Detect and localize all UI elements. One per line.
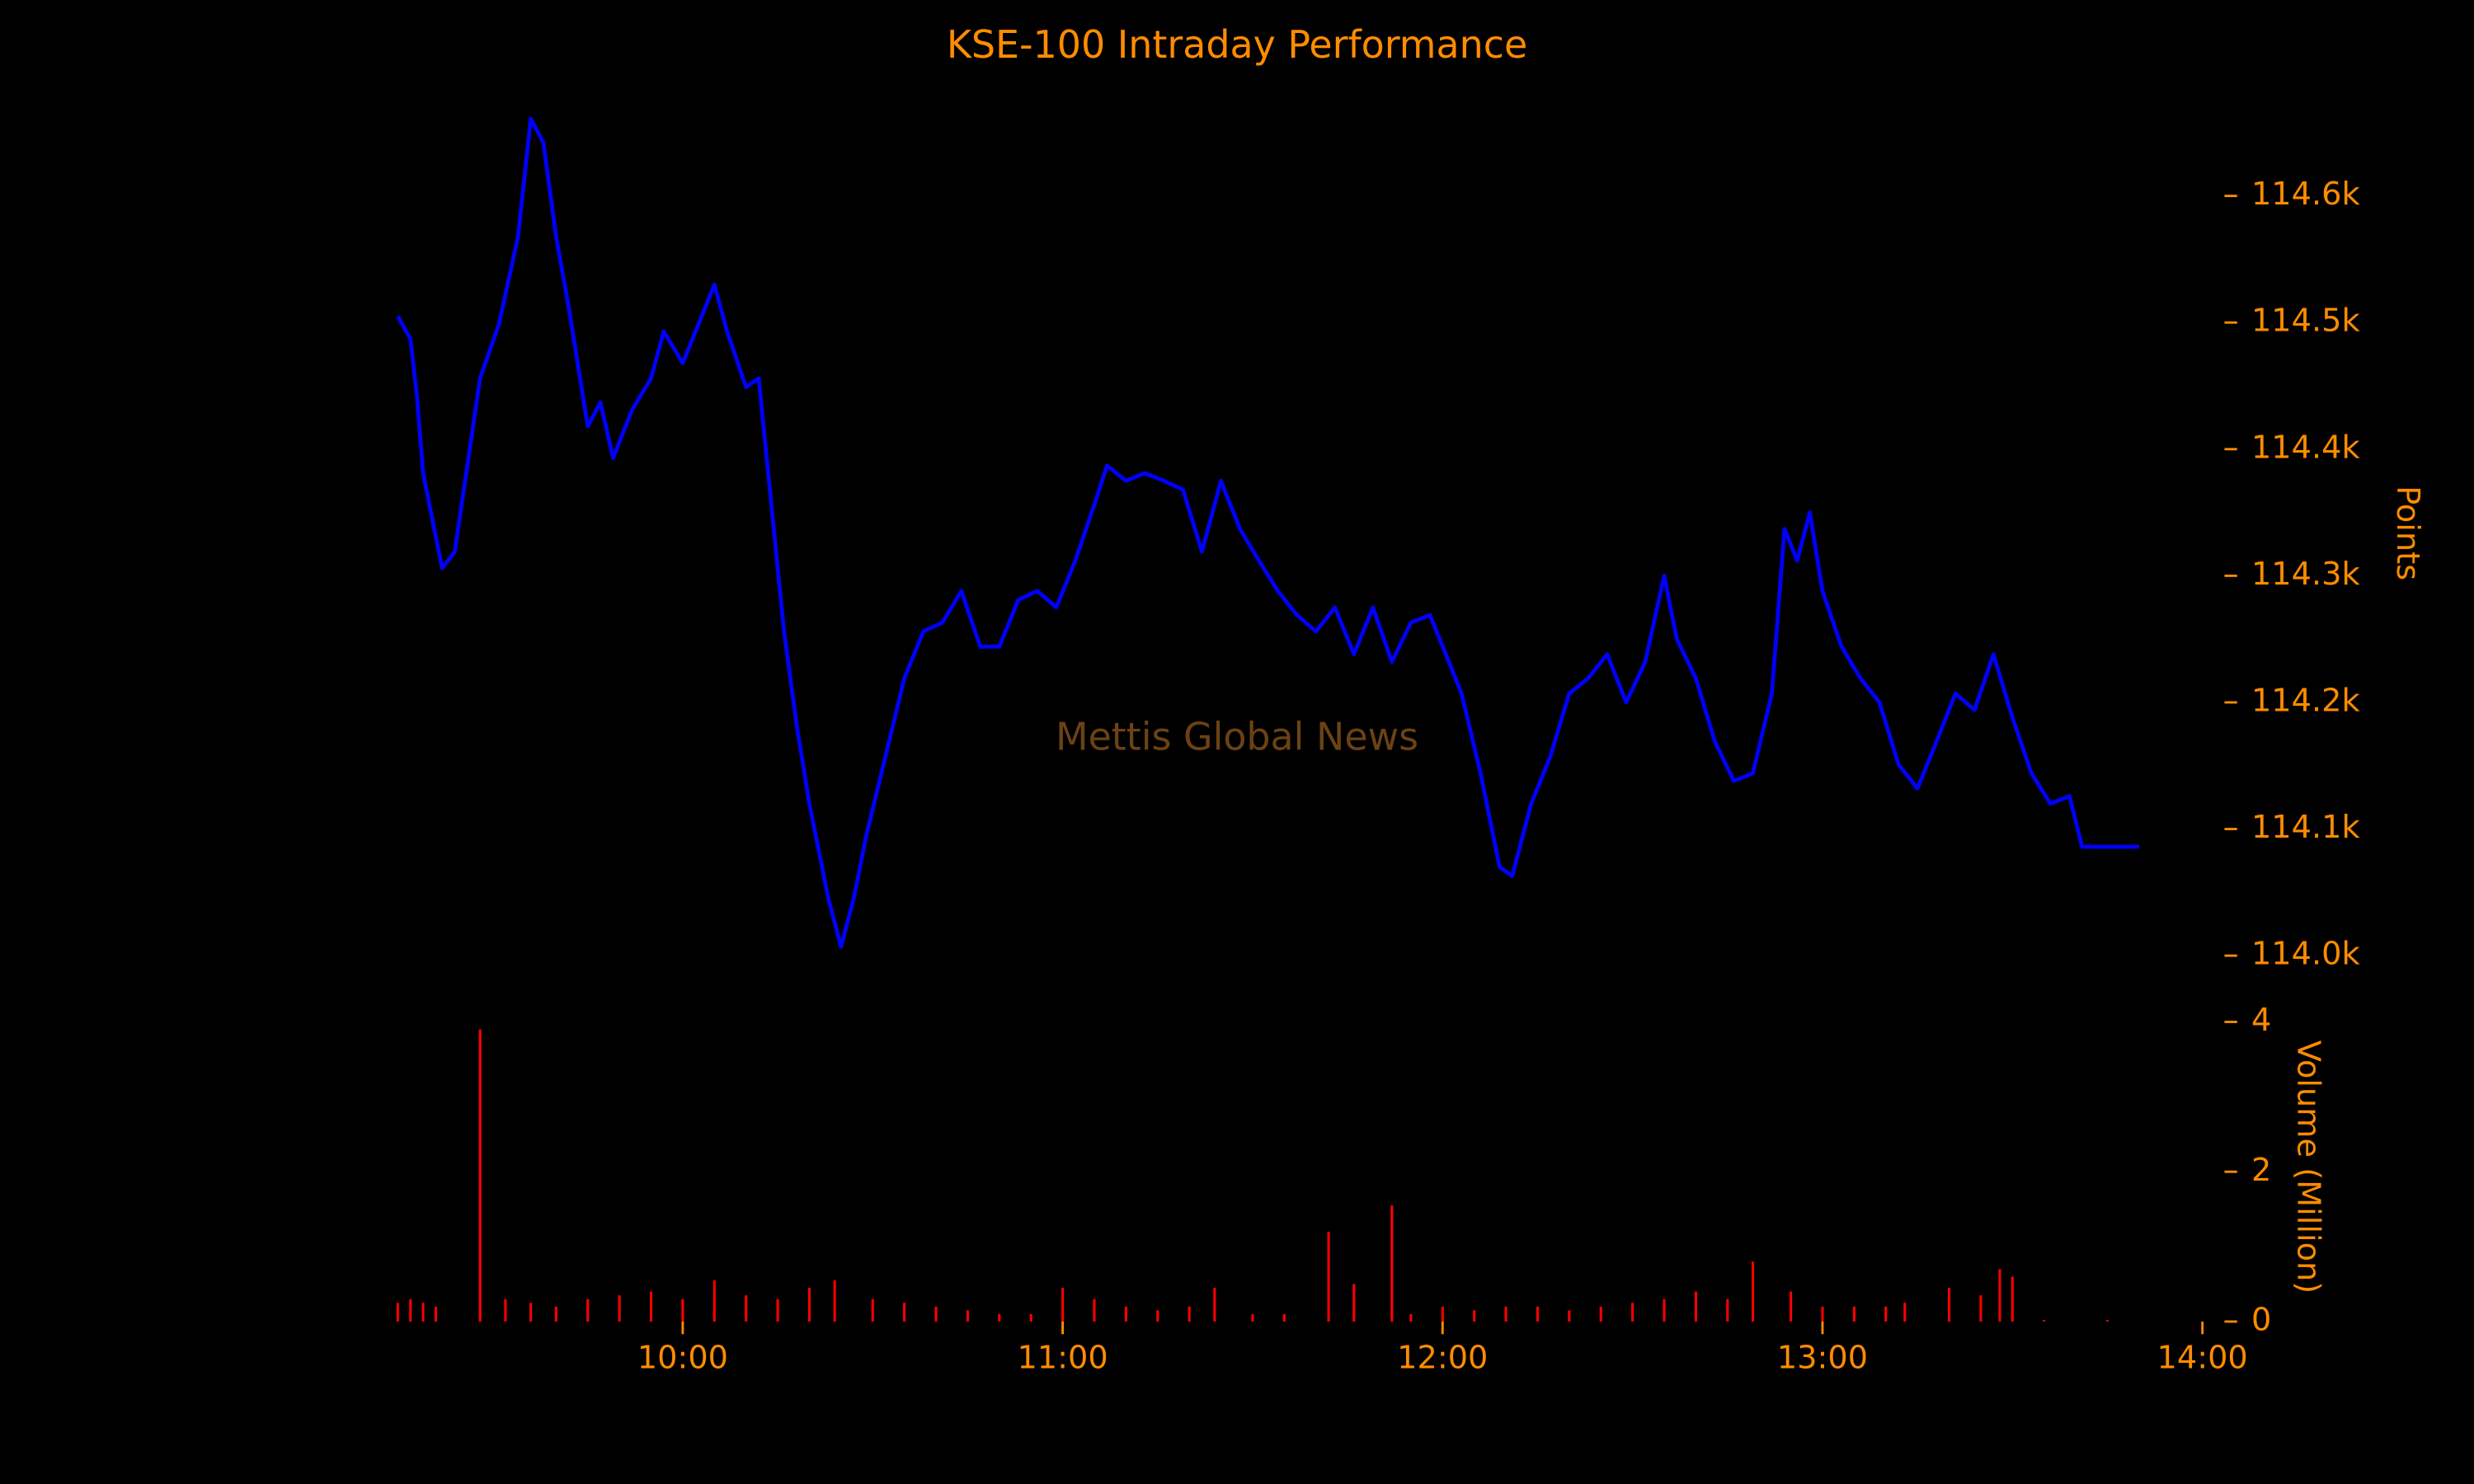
volume-bar <box>1751 1261 1755 1322</box>
price-line <box>396 116 2139 949</box>
volume-bar <box>1327 1231 1330 1322</box>
volume-bar <box>2043 1320 2046 1322</box>
volume-bar <box>504 1298 507 1322</box>
volume-bar <box>434 1306 437 1322</box>
volume-bar <box>1536 1306 1539 1322</box>
volume-bar <box>871 1298 874 1322</box>
volume-bar <box>1061 1288 1065 1322</box>
volume-bar <box>396 1303 399 1322</box>
volume-bar <box>966 1310 969 1322</box>
y-tick-label: 2 <box>2251 1152 2271 1189</box>
volume-bar <box>903 1303 906 1322</box>
volume-bar <box>1093 1298 1096 1322</box>
volume-bar <box>586 1298 590 1322</box>
volume-bar <box>998 1313 1001 1322</box>
volume-bar <box>1726 1298 1729 1322</box>
x-tick-label: 10:00 <box>637 1339 728 1376</box>
x-tick-label: 14:00 <box>2157 1339 2248 1376</box>
y-tick-label: 114.1k <box>2251 809 2361 846</box>
volume-bar <box>618 1295 621 1322</box>
volume-bar <box>649 1291 653 1322</box>
volume-bar <box>478 1029 482 1322</box>
volume-bar <box>1790 1291 1793 1322</box>
volume-bar <box>1599 1306 1602 1322</box>
volume-bar <box>1213 1288 1216 1322</box>
volume-bar <box>1409 1313 1413 1322</box>
volume-bar <box>2105 1320 2109 1322</box>
volume-bar <box>1029 1313 1032 1322</box>
volume-bar <box>1282 1313 1286 1322</box>
volume-bar <box>1998 1269 2001 1322</box>
volume-bar <box>713 1280 716 1322</box>
x-tick-label: 11:00 <box>1017 1339 1108 1376</box>
volume-bar <box>409 1298 412 1322</box>
y-tick-label: 114.6k <box>2251 176 2361 213</box>
volume-bar <box>745 1295 748 1322</box>
y-tick-label: 4 <box>2251 1002 2271 1039</box>
volume-bar <box>1473 1310 1476 1322</box>
volume-bar <box>681 1298 684 1322</box>
volume-bar <box>1124 1306 1127 1322</box>
volume-bar <box>1979 1295 1982 1322</box>
y-axis-label: Volume (Million) <box>2289 1040 2326 1294</box>
volume-bar <box>2011 1276 2014 1322</box>
volume-bar <box>1504 1306 1507 1322</box>
y-tick-label: 114.5k <box>2251 303 2361 340</box>
x-tick-label: 12:00 <box>1397 1339 1488 1376</box>
volume-bar <box>1884 1306 1888 1322</box>
volume-bar <box>1948 1288 1951 1322</box>
volume-bar <box>1352 1284 1356 1322</box>
y-tick-label: 114.2k <box>2251 682 2361 719</box>
volume-bar <box>1390 1205 1394 1322</box>
chart-title: KSE-100 Intraday Performance <box>947 22 1527 67</box>
volume-bar <box>1852 1306 1856 1322</box>
watermark: Mettis Global News <box>1056 715 1418 759</box>
y-tick-label: 0 <box>2251 1301 2271 1338</box>
volume-bar <box>1663 1298 1666 1322</box>
volume-bar <box>1631 1303 1634 1322</box>
volume-bar <box>1251 1313 1254 1322</box>
volume-bar <box>1903 1303 1907 1322</box>
y-tick-label: 114.4k <box>2251 429 2361 466</box>
volume-bar <box>807 1288 811 1322</box>
volume-bar <box>1188 1306 1191 1322</box>
volume-bar <box>1156 1310 1159 1322</box>
volume-bar <box>1694 1291 1697 1322</box>
y-tick-label: 114.3k <box>2251 556 2361 593</box>
y-tick-label: 114.0k <box>2251 936 2361 973</box>
y-axis-label: Points <box>2389 486 2426 580</box>
volume-bar <box>833 1280 836 1322</box>
volume-bar <box>1568 1310 1571 1322</box>
volume-bar <box>776 1298 779 1322</box>
volume-bar <box>1441 1306 1444 1322</box>
volume-bar <box>1821 1306 1824 1322</box>
x-tick-label: 13:00 <box>1777 1339 1868 1376</box>
volume-bar <box>529 1303 533 1322</box>
volume-bar <box>934 1306 938 1322</box>
volume-bar <box>554 1306 557 1322</box>
volume-bar <box>421 1303 425 1322</box>
